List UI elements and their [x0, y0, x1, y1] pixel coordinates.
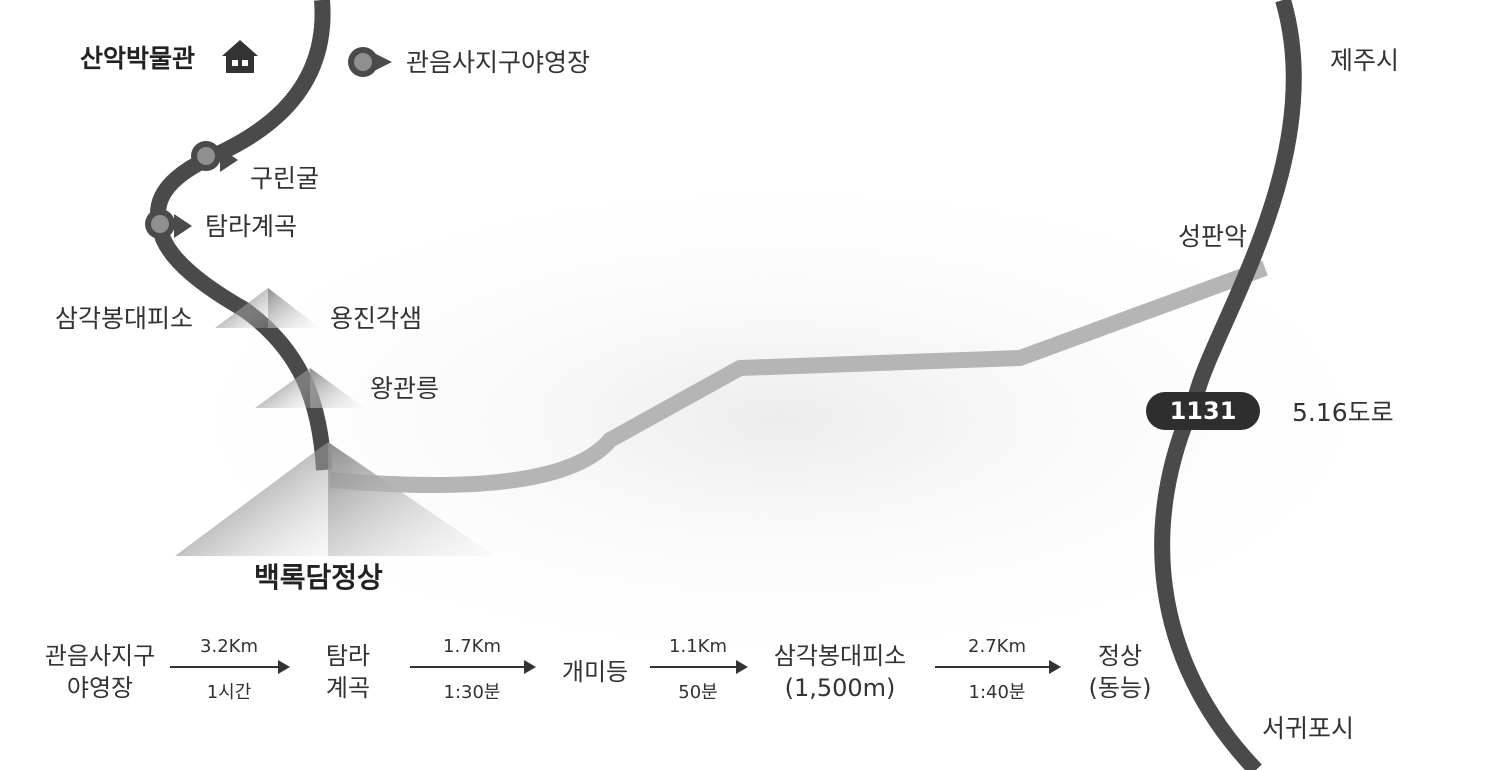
samgakbong-shelter-label: 삼각봉대피소 — [55, 304, 194, 333]
house-icon — [222, 40, 258, 73]
route-stop3: 삼각봉대피소 (1,500m) — [765, 640, 915, 704]
summit-mountain-icon — [175, 442, 328, 556]
seogwipo-label: 서귀포시 — [1262, 714, 1355, 743]
summit-label: 백록담정상 — [254, 561, 383, 594]
seg3-time: 50분 — [678, 682, 718, 703]
route-end: 정상 (동능) — [1075, 640, 1165, 704]
route-start-line1: 관음사지구 — [44, 642, 156, 670]
road-name-label: 5.16도로 — [1292, 398, 1394, 427]
seg4-time: 1:40분 — [968, 682, 1026, 703]
route-stop1: 탐라 계곡 — [318, 640, 378, 704]
seg2-distance: 1.7Km — [443, 636, 501, 657]
route-end-line1: 정상 — [1097, 642, 1143, 670]
seg2-arrow-icon — [410, 660, 536, 674]
seg4-arrow-icon — [935, 660, 1061, 674]
route-stop3-line1: 삼각봉대피소 — [773, 642, 907, 670]
seg3-distance: 1.1Km — [669, 636, 727, 657]
route-stop3-line2: (1,500m) — [784, 674, 896, 702]
seg4-distance: 2.7Km — [968, 636, 1026, 657]
route-stop2: 개미등 — [561, 658, 629, 686]
route-end-line2: (동능) — [1088, 674, 1152, 702]
route-start: 관음사지구 야영장 — [40, 640, 160, 704]
yongjingak-label: 용진각샘 — [330, 304, 423, 333]
samgakbong-peak-icon — [215, 288, 268, 328]
gurin-cave-label: 구린굴 — [250, 164, 320, 193]
route-start-line2: 야영장 — [66, 674, 134, 702]
route-stop1-line1: 탐라 — [325, 642, 371, 670]
seg2-time: 1:30분 — [443, 682, 501, 703]
jeju-city-label: 제주시 — [1330, 46, 1400, 75]
tamra-valley-label: 탐라계곡 — [205, 212, 298, 241]
wanggwanreung-label: 왕관릉 — [370, 374, 440, 403]
route-stop1-line2: 계곡 — [325, 674, 371, 702]
tamra-valley-marker-icon — [145, 209, 192, 239]
gurin-cave-marker-icon — [191, 141, 238, 172]
seg1-arrow-icon — [170, 660, 290, 674]
museum-label: 산악박물관 — [80, 44, 196, 73]
road-number-badge: 1131 — [1146, 392, 1260, 430]
seg1-time: 1시간 — [206, 682, 252, 703]
wanggwanreung-peak-icon — [255, 368, 310, 408]
seg3-arrow-icon — [650, 660, 748, 674]
seongpanak-label: 성판악 — [1178, 222, 1248, 251]
seongpanak-trail-line — [329, 260, 1268, 493]
campground-label: 관음사지구야영장 — [406, 48, 591, 77]
location-pin-icon — [348, 47, 392, 77]
seg1-distance: 3.2Km — [200, 636, 258, 657]
